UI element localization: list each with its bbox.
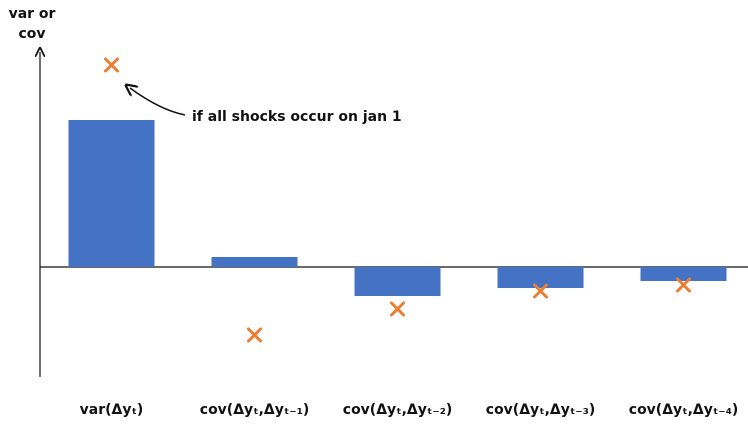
annotation: if all shocks occur on jan 1 (192, 109, 402, 125)
bar (640, 267, 727, 281)
x-marker (533, 283, 548, 299)
annotation-arrow (130, 88, 186, 116)
x-tick-label: var(Δyₜ) (80, 402, 144, 418)
bar (497, 267, 584, 288)
x-tick-label: cov(Δyₜ,Δyₜ₋₂) (343, 402, 452, 418)
x-tick-label: cov(Δyₜ,Δyₜ₋₄) (629, 402, 738, 418)
x-marker (390, 301, 405, 317)
bar (68, 120, 155, 267)
x-tick-label: cov(Δyₜ,Δyₜ₋₁) (200, 402, 309, 418)
bar (211, 257, 298, 267)
bar (354, 267, 441, 296)
x-marker (104, 57, 119, 73)
y-axis-label: var or cov (8, 6, 56, 42)
x-marker (676, 277, 691, 293)
x-tick-label: cov(Δyₜ,Δyₜ₋₃) (486, 402, 595, 418)
x-marker (247, 327, 262, 343)
